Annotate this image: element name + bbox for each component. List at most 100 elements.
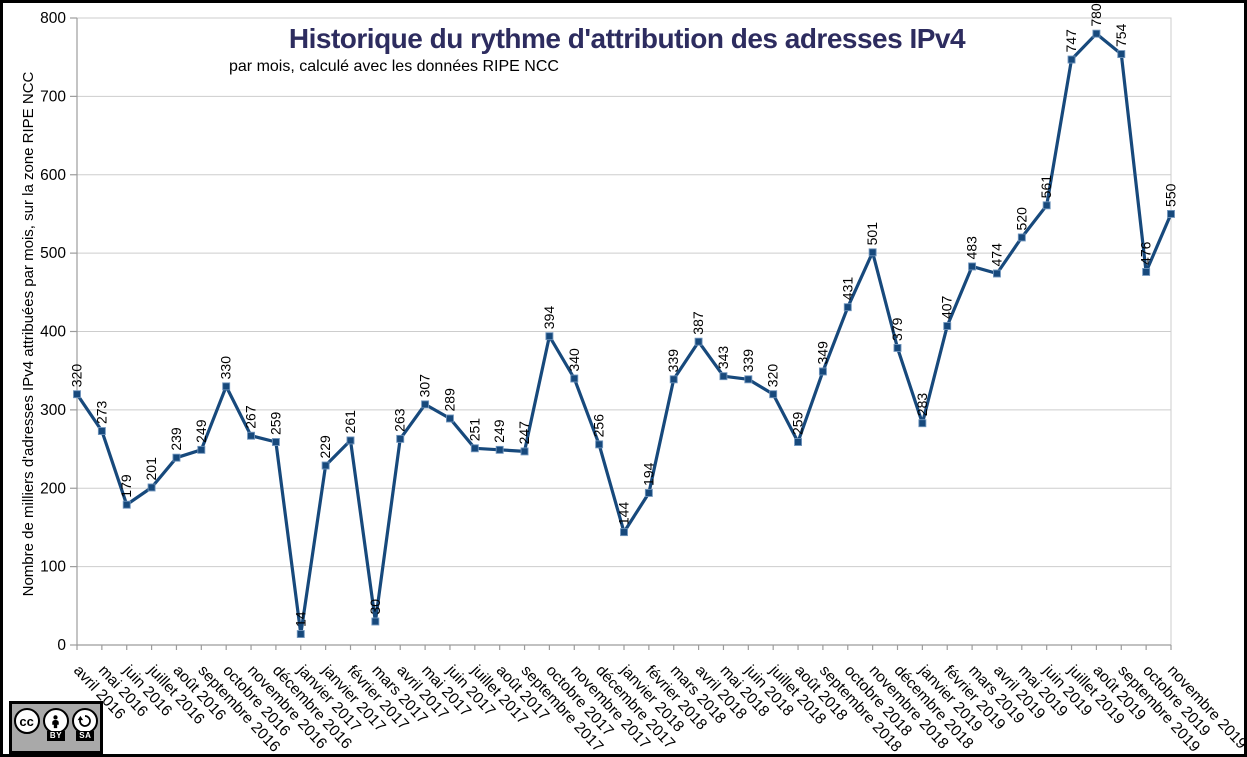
data-point-label: 259 bbox=[790, 411, 806, 435]
data-point-label: 501 bbox=[864, 222, 880, 246]
data-point-label: 179 bbox=[118, 474, 134, 498]
data-point-label: 261 bbox=[342, 410, 358, 434]
data-point-marker bbox=[271, 438, 280, 446]
y-axis-title: Nombre de milliers d'adresses IPv4 attri… bbox=[20, 71, 37, 597]
y-tick-label: 400 bbox=[40, 324, 66, 341]
data-point-label: 194 bbox=[640, 462, 656, 486]
data-point-label: 520 bbox=[1013, 207, 1029, 231]
data-point-marker bbox=[744, 375, 753, 384]
data-point-label: 251 bbox=[466, 418, 482, 442]
data-point-label: 379 bbox=[889, 317, 905, 341]
y-tick-label: 200 bbox=[40, 480, 66, 497]
data-point-marker bbox=[868, 248, 877, 257]
data-point-label: 307 bbox=[417, 374, 433, 398]
data-point-label: 249 bbox=[193, 419, 209, 443]
data-point-marker bbox=[97, 427, 106, 435]
data-point-label: 349 bbox=[814, 341, 830, 365]
data-point-marker bbox=[595, 440, 604, 449]
sa-item: SA bbox=[72, 708, 99, 741]
data-point-label: 144 bbox=[616, 502, 632, 526]
data-point-marker bbox=[1067, 55, 1076, 64]
data-point-marker bbox=[495, 445, 504, 454]
y-tick-label: 500 bbox=[40, 245, 66, 262]
data-point-marker bbox=[1167, 209, 1175, 218]
data-point-label: 14 bbox=[292, 611, 308, 627]
cc-icon: cc bbox=[13, 708, 40, 734]
cc-by-sa-license-badge[interactable]: cc BY SA bbox=[9, 701, 103, 754]
cc-item: cc bbox=[13, 708, 40, 734]
data-point-label: 263 bbox=[392, 408, 408, 432]
data-point-marker bbox=[446, 414, 454, 423]
data-point-label: 407 bbox=[939, 295, 955, 319]
data-point-label: 283 bbox=[914, 393, 930, 417]
data-point-marker bbox=[122, 500, 131, 509]
data-point-label: 343 bbox=[715, 346, 731, 370]
data-point-label: 229 bbox=[317, 435, 333, 459]
data-point-label: 256 bbox=[591, 414, 607, 438]
data-point-marker bbox=[1042, 201, 1051, 210]
y-tick-label: 700 bbox=[40, 88, 66, 105]
data-point-label: 330 bbox=[218, 356, 234, 380]
data-point-label: 247 bbox=[516, 421, 532, 445]
data-point-label: 30 bbox=[367, 599, 383, 615]
data-point-marker bbox=[943, 322, 952, 330]
data-point-marker bbox=[570, 374, 579, 383]
data-point-marker bbox=[421, 400, 430, 409]
data-point-label: 339 bbox=[665, 349, 681, 373]
data-point-label: 201 bbox=[143, 457, 159, 481]
data-point-label: 340 bbox=[566, 348, 582, 372]
share-alike-icon bbox=[72, 708, 99, 734]
sa-label: SA bbox=[76, 731, 95, 741]
data-point-marker bbox=[222, 382, 231, 391]
data-point-label: 394 bbox=[541, 306, 557, 330]
data-point-marker bbox=[346, 436, 355, 445]
data-point-marker bbox=[918, 419, 927, 428]
data-point-label: 780 bbox=[1088, 3, 1104, 27]
data-point-label: 249 bbox=[491, 419, 507, 443]
data-point-marker bbox=[893, 344, 902, 352]
data-point-marker bbox=[694, 337, 703, 346]
data-point-marker bbox=[1142, 267, 1151, 276]
data-point-marker bbox=[296, 630, 305, 638]
data-point-marker bbox=[396, 434, 405, 443]
data-point-marker bbox=[993, 269, 1001, 278]
data-point-label: 747 bbox=[1063, 29, 1079, 53]
data-point-marker bbox=[769, 390, 778, 399]
data-point-marker bbox=[620, 528, 628, 537]
data-point-label: 320 bbox=[765, 364, 781, 388]
data-series-line bbox=[75, 32, 1173, 636]
data-point-label: 561 bbox=[1038, 175, 1054, 199]
data-point-label: 550 bbox=[1163, 183, 1179, 207]
y-tick-label: 300 bbox=[40, 402, 66, 419]
data-point-label: 273 bbox=[93, 400, 109, 424]
data-point-marker bbox=[719, 372, 728, 381]
data-point-marker bbox=[644, 489, 653, 497]
data-point-label: 474 bbox=[988, 243, 1004, 267]
data-point-label: 754 bbox=[1113, 23, 1129, 47]
by-item: BY bbox=[42, 708, 69, 741]
data-point-label: 476 bbox=[1138, 241, 1154, 265]
by-label: BY bbox=[46, 731, 66, 741]
data-point-marker bbox=[1092, 29, 1101, 38]
data-point-marker bbox=[520, 447, 529, 456]
data-point-marker bbox=[321, 461, 330, 470]
data-point-label: 267 bbox=[243, 405, 259, 429]
data-point-marker bbox=[147, 483, 156, 492]
data-point-marker bbox=[73, 390, 81, 399]
data-point-marker bbox=[818, 367, 827, 376]
cc-icon-text: cc bbox=[19, 713, 34, 729]
y-tick-label: 100 bbox=[40, 559, 66, 576]
data-point-label: 289 bbox=[441, 388, 457, 412]
data-point-marker bbox=[197, 445, 206, 454]
person-icon bbox=[52, 714, 60, 728]
share-alike-arrow-icon bbox=[77, 715, 92, 727]
data-point-label: 320 bbox=[69, 364, 85, 388]
data-point-marker bbox=[794, 438, 802, 446]
data-point-marker bbox=[247, 431, 255, 440]
data-point-marker bbox=[968, 262, 977, 271]
chart-title: Historique du rythme d'attribution des a… bbox=[288, 23, 966, 54]
data-point-label: 339 bbox=[740, 349, 756, 373]
data-point-marker bbox=[371, 617, 380, 626]
